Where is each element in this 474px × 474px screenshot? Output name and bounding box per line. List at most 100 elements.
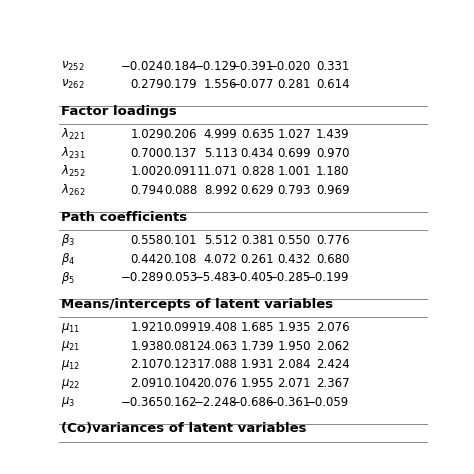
Text: −2.248: −2.248 [194, 396, 237, 409]
Text: −0.199: −0.199 [306, 271, 349, 284]
Text: 0.123: 0.123 [164, 358, 197, 372]
Text: $\beta$$_{5}$: $\beta$$_{5}$ [61, 270, 75, 286]
Text: 1.027: 1.027 [277, 128, 311, 141]
Text: 1.938: 1.938 [130, 340, 164, 353]
Text: Means/intercepts of latent variables: Means/intercepts of latent variables [61, 298, 333, 311]
Text: $\mu$$_{3}$: $\mu$$_{3}$ [61, 395, 75, 409]
Text: 2.107: 2.107 [130, 358, 164, 372]
Text: 1.439: 1.439 [316, 128, 349, 141]
Text: (Co)variances of latent variables: (Co)variances of latent variables [61, 422, 307, 435]
Text: 2.062: 2.062 [316, 340, 349, 353]
Text: 0.794: 0.794 [130, 184, 164, 197]
Text: −0.289: −0.289 [120, 271, 164, 284]
Text: 0.635: 0.635 [241, 128, 274, 141]
Text: 0.381: 0.381 [241, 234, 274, 247]
Text: 0.137: 0.137 [164, 147, 197, 160]
Text: 2.091: 2.091 [130, 377, 164, 390]
Text: −0.405: −0.405 [231, 271, 274, 284]
Text: 0.442: 0.442 [130, 253, 164, 265]
Text: $\lambda$$_{252}$: $\lambda$$_{252}$ [61, 164, 86, 179]
Text: $\lambda$$_{231}$: $\lambda$$_{231}$ [61, 146, 86, 161]
Text: 0.108: 0.108 [164, 253, 197, 265]
Text: −0.077: −0.077 [231, 78, 274, 91]
Text: −0.285: −0.285 [268, 271, 311, 284]
Text: 0.281: 0.281 [277, 78, 311, 91]
Text: 0.261: 0.261 [240, 253, 274, 265]
Text: 1.950: 1.950 [277, 340, 311, 353]
Text: 0.184: 0.184 [164, 60, 197, 73]
Text: 0.680: 0.680 [316, 253, 349, 265]
Text: 0.053: 0.053 [164, 271, 197, 284]
Text: 5.113: 5.113 [204, 147, 237, 160]
Text: −0.391: −0.391 [231, 60, 274, 73]
Text: 0.700: 0.700 [130, 147, 164, 160]
Text: 4.999: 4.999 [204, 128, 237, 141]
Text: 2.084: 2.084 [277, 358, 311, 372]
Text: 1.685: 1.685 [241, 321, 274, 334]
Text: −5.483: −5.483 [194, 271, 237, 284]
Text: $\beta$$_{4}$: $\beta$$_{4}$ [61, 251, 75, 267]
Text: 17.088: 17.088 [197, 358, 237, 372]
Text: 8.992: 8.992 [204, 184, 237, 197]
Text: 5.512: 5.512 [204, 234, 237, 247]
Text: −0.129: −0.129 [194, 60, 237, 73]
Text: 0.793: 0.793 [277, 184, 311, 197]
Text: 1.180: 1.180 [316, 165, 349, 178]
Text: 19.408: 19.408 [196, 321, 237, 334]
Text: 0.558: 0.558 [131, 234, 164, 247]
Text: 24.063: 24.063 [196, 340, 237, 353]
Text: 0.629: 0.629 [240, 184, 274, 197]
Text: 1.739: 1.739 [240, 340, 274, 353]
Text: −0.020: −0.020 [268, 60, 311, 73]
Text: −0.686: −0.686 [231, 396, 274, 409]
Text: $\nu$$_{252}$: $\nu$$_{252}$ [61, 59, 85, 73]
Text: 2.071: 2.071 [277, 377, 311, 390]
Text: 0.614: 0.614 [316, 78, 349, 91]
Text: −0.361: −0.361 [267, 396, 311, 409]
Text: 0.179: 0.179 [164, 78, 197, 91]
Text: 0.699: 0.699 [277, 147, 311, 160]
Text: 2.367: 2.367 [316, 377, 349, 390]
Text: −0.024: −0.024 [120, 60, 164, 73]
Text: 0.776: 0.776 [316, 234, 349, 247]
Text: 2.424: 2.424 [316, 358, 349, 372]
Text: 1.935: 1.935 [277, 321, 311, 334]
Text: 0.969: 0.969 [316, 184, 349, 197]
Text: 1.955: 1.955 [241, 377, 274, 390]
Text: 1.921: 1.921 [130, 321, 164, 334]
Text: 11.071: 11.071 [196, 165, 237, 178]
Text: 1.931: 1.931 [240, 358, 274, 372]
Text: 0.331: 0.331 [316, 60, 349, 73]
Text: 20.076: 20.076 [196, 377, 237, 390]
Text: 0.432: 0.432 [277, 253, 311, 265]
Text: $\nu$$_{262}$: $\nu$$_{262}$ [61, 78, 85, 91]
Text: 0.099: 0.099 [164, 321, 197, 334]
Text: 0.081: 0.081 [164, 340, 197, 353]
Text: $\mu$$_{12}$: $\mu$$_{12}$ [61, 358, 81, 372]
Text: 0.091: 0.091 [164, 165, 197, 178]
Text: 0.206: 0.206 [164, 128, 197, 141]
Text: $\lambda$$_{221}$: $\lambda$$_{221}$ [61, 127, 86, 142]
Text: Path coefficients: Path coefficients [61, 210, 187, 224]
Text: 0.970: 0.970 [316, 147, 349, 160]
Text: $\mu$$_{11}$: $\mu$$_{11}$ [61, 321, 81, 335]
Text: 0.088: 0.088 [164, 184, 197, 197]
Text: $\lambda$$_{262}$: $\lambda$$_{262}$ [61, 183, 86, 198]
Text: 1.002: 1.002 [130, 165, 164, 178]
Text: 0.434: 0.434 [241, 147, 274, 160]
Text: 1.556: 1.556 [204, 78, 237, 91]
Text: −0.059: −0.059 [306, 396, 349, 409]
Text: $\mu$$_{21}$: $\mu$$_{21}$ [61, 339, 81, 353]
Text: 0.162: 0.162 [164, 396, 197, 409]
Text: $\mu$$_{22}$: $\mu$$_{22}$ [61, 376, 81, 391]
Text: Factor loadings: Factor loadings [61, 105, 177, 118]
Text: 1.001: 1.001 [277, 165, 311, 178]
Text: −0.365: −0.365 [121, 396, 164, 409]
Text: 0.101: 0.101 [164, 234, 197, 247]
Text: 1.029: 1.029 [130, 128, 164, 141]
Text: 2.076: 2.076 [316, 321, 349, 334]
Text: $\beta$$_{3}$: $\beta$$_{3}$ [61, 232, 75, 248]
Text: 0.550: 0.550 [278, 234, 311, 247]
Text: 0.828: 0.828 [241, 165, 274, 178]
Text: 0.104: 0.104 [164, 377, 197, 390]
